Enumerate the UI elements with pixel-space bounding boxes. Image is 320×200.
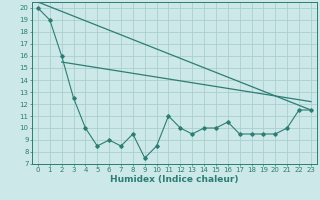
X-axis label: Humidex (Indice chaleur): Humidex (Indice chaleur)	[110, 175, 239, 184]
